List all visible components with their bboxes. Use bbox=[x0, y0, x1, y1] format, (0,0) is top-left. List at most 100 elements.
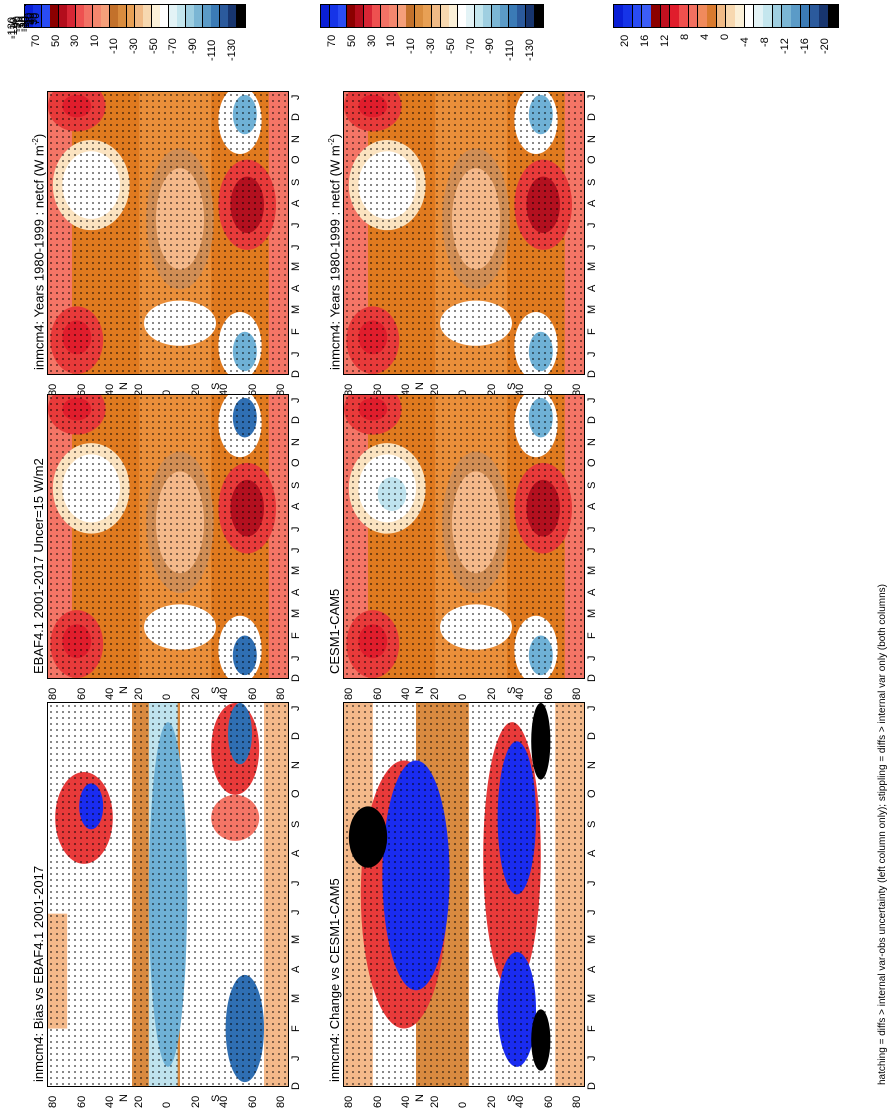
colorbar-label: -110 bbox=[206, 39, 219, 61]
month-tick-label: F bbox=[290, 328, 302, 336]
month-tick-label: J bbox=[290, 655, 302, 661]
colorbar-swatch bbox=[67, 5, 77, 27]
colorbar-swatch bbox=[372, 5, 382, 27]
colorbar-swatch bbox=[84, 5, 94, 27]
colorbar bbox=[24, 4, 246, 28]
title-text: EBAF4.1 2001-2017 Uncer=15 W/m2 bbox=[31, 458, 46, 674]
heatmap-svg-bias bbox=[48, 703, 288, 1086]
lat-tick-label: 80 bbox=[47, 687, 59, 700]
colorbar-swatch bbox=[800, 5, 811, 27]
lat-tick-label: 80 bbox=[47, 1095, 59, 1108]
lat-tick-label: 60 bbox=[371, 1095, 384, 1108]
month-tick-label: J bbox=[586, 705, 598, 712]
title-text: inmcm4: Years 1980-1999 : netcf (W m bbox=[327, 145, 343, 370]
month-tick-label: J bbox=[290, 547, 302, 554]
panel-title: inmcm4: Change vs CESM1-CAM5 bbox=[327, 878, 342, 1082]
month-tick-label: J bbox=[586, 244, 598, 250]
month-tick-label: D bbox=[290, 732, 302, 741]
month-tick-label: J bbox=[586, 880, 598, 886]
month-tick-label: D bbox=[586, 674, 598, 682]
month-tick-label: J bbox=[290, 1055, 302, 1061]
month-tick-label: F bbox=[290, 1024, 302, 1032]
month-tick-label: S bbox=[290, 178, 302, 186]
month-tick-label: J bbox=[290, 222, 302, 229]
lat-tick-label: 60 bbox=[75, 687, 88, 700]
colorbar-swatch bbox=[483, 5, 493, 27]
month-tick-label: D bbox=[586, 732, 598, 741]
colorbar-label: 10 bbox=[88, 34, 101, 47]
colorbar-label: -130 bbox=[226, 38, 238, 61]
month-tick-label: J bbox=[586, 94, 598, 101]
colorbar-swatch bbox=[177, 5, 187, 27]
heatmap-svg-cesm bbox=[344, 395, 584, 678]
colorbar-label: -70 bbox=[167, 38, 180, 54]
lat-tick-label: 60 bbox=[371, 687, 384, 700]
heatmap-svg-model bbox=[48, 92, 288, 374]
colorbar-swatch bbox=[744, 5, 755, 27]
colorbar-label: -8 bbox=[759, 37, 771, 47]
heatmap-plot-cesm bbox=[343, 394, 585, 679]
colorbar-swatch bbox=[517, 5, 527, 27]
month-tick-label: D bbox=[586, 416, 598, 425]
month-tick-label: A bbox=[586, 199, 598, 207]
panel-title: inmcm4: Years 1980-1999 : netcf (W m-2) bbox=[327, 133, 343, 370]
heatmap-svg-model2 bbox=[344, 92, 584, 374]
colorbar-swatch bbox=[440, 5, 450, 27]
lat-hemi-north: N bbox=[118, 1094, 131, 1102]
lat-tick-label: 60 bbox=[246, 687, 259, 700]
colorbar-swatch bbox=[338, 5, 348, 27]
month-tick-label: J bbox=[586, 222, 598, 229]
colorbar-label: 70 bbox=[30, 34, 42, 47]
colorbar-label: -20 bbox=[819, 38, 831, 54]
lat-tick-label: 60 bbox=[542, 687, 555, 700]
month-tick-label: A bbox=[586, 588, 598, 597]
colorbar-swatch bbox=[329, 5, 339, 27]
colorbar-label: -130 bbox=[524, 38, 536, 61]
month-tick-label: A bbox=[586, 966, 598, 974]
colorbar-swatch bbox=[491, 5, 501, 27]
lat-tick-label: 0 bbox=[161, 693, 173, 700]
lat-tick-label: 80 bbox=[275, 687, 287, 700]
colorbar-label: 50 bbox=[345, 34, 358, 47]
month-tick-label: J bbox=[290, 880, 302, 886]
month-tick-label: A bbox=[290, 199, 302, 207]
lat-tick-label: 20 bbox=[132, 1095, 145, 1108]
title-superscript: -2 bbox=[31, 138, 40, 146]
colorbar-label: 10 bbox=[385, 34, 398, 47]
month-tick-label: D bbox=[586, 370, 598, 378]
month-tick-label: S bbox=[586, 820, 598, 828]
month-tick-label: M bbox=[290, 935, 302, 945]
colorbar-label: -10 bbox=[405, 38, 418, 54]
heatmap-plot-bias bbox=[47, 702, 289, 1087]
colorbar-label: 30 bbox=[365, 34, 378, 47]
stippling-overlay bbox=[48, 92, 288, 374]
month-tick-label: O bbox=[586, 155, 598, 165]
month-tick-label: J bbox=[586, 397, 598, 404]
colorbar-label: -110 bbox=[504, 39, 517, 61]
colorbar-swatch bbox=[33, 5, 43, 27]
colorbar-swatch bbox=[457, 5, 467, 27]
month-tick-label: J bbox=[290, 94, 302, 101]
lat-hemi-south: S bbox=[209, 1094, 222, 1102]
colorbar-label: -16 bbox=[799, 38, 811, 54]
lat-tick-label: 80 bbox=[275, 1095, 287, 1108]
colorbar-label: -50 bbox=[444, 38, 457, 54]
lat-tick-label: 20 bbox=[189, 1095, 202, 1108]
colorbar-label: -90 bbox=[484, 38, 497, 54]
colorbar-swatch bbox=[406, 5, 416, 27]
colorbar-swatch bbox=[432, 5, 442, 27]
colorbar-swatch bbox=[632, 5, 643, 27]
colorbar-label: -50 bbox=[147, 38, 160, 54]
colorbar-swatch bbox=[414, 5, 424, 27]
stippling-overlay bbox=[48, 395, 288, 678]
lat-tick-label: 80 bbox=[571, 687, 583, 700]
colorbar-label: -12 bbox=[779, 38, 791, 54]
colorbar-label: 16 bbox=[639, 34, 651, 47]
month-tick-label: M bbox=[290, 993, 302, 1003]
lat-tick-label: 20 bbox=[485, 1095, 498, 1108]
title-end: ) bbox=[327, 133, 343, 139]
title-text: inmcm4: Years 1980-1999 : netcf (W m bbox=[31, 145, 47, 370]
month-tick-label: N bbox=[586, 437, 598, 446]
colorbar-swatch bbox=[50, 5, 60, 27]
colorbar-swatch bbox=[449, 5, 459, 27]
